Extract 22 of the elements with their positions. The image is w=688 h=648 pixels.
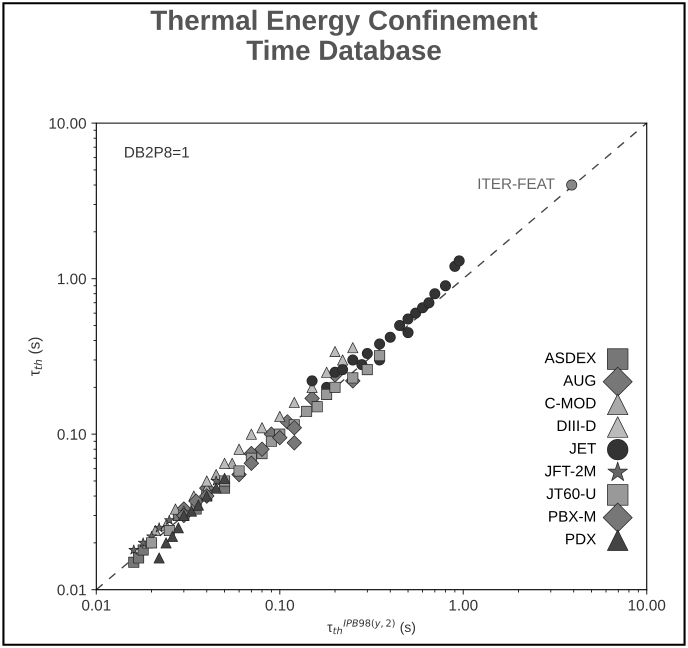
annotation: ITER-FEAT (478, 178, 555, 189)
legend-label: ASDEX (544, 352, 596, 364)
legend-label: PBX-M (549, 511, 596, 522)
x-tick-label: 10.00 (628, 600, 666, 611)
y-tick-label: 0.01 (57, 584, 86, 596)
legend-label: JET (569, 443, 596, 454)
y-tick-label: 10.00 (50, 118, 86, 129)
x-tick-label: 1.00 (450, 600, 478, 611)
y-tick-label: 0.10 (57, 429, 86, 440)
legend-label: PDX (566, 534, 596, 544)
chart-title: Thermal Energy Confinement Time Database (150, 10, 538, 60)
legend-label: AUG (563, 375, 596, 386)
x-axis-title: τ$_{th}$$^{IPB98(y,2)}$ (s) (327, 619, 416, 635)
legend-label: C-MOD (545, 398, 596, 409)
legend-label: DIII-D (558, 420, 596, 432)
annotation: DB2P8=1 (125, 146, 189, 158)
y-axis-title: τ$_{th}$ (s) (28, 338, 43, 376)
legend-label: JFT-2M (544, 466, 596, 476)
y-tick-label: 1.00 (58, 274, 86, 284)
x-tick-label: 0.10 (266, 600, 294, 611)
x-tick-label: 0.01 (82, 600, 110, 611)
legend-label: JT60-U (546, 488, 596, 500)
